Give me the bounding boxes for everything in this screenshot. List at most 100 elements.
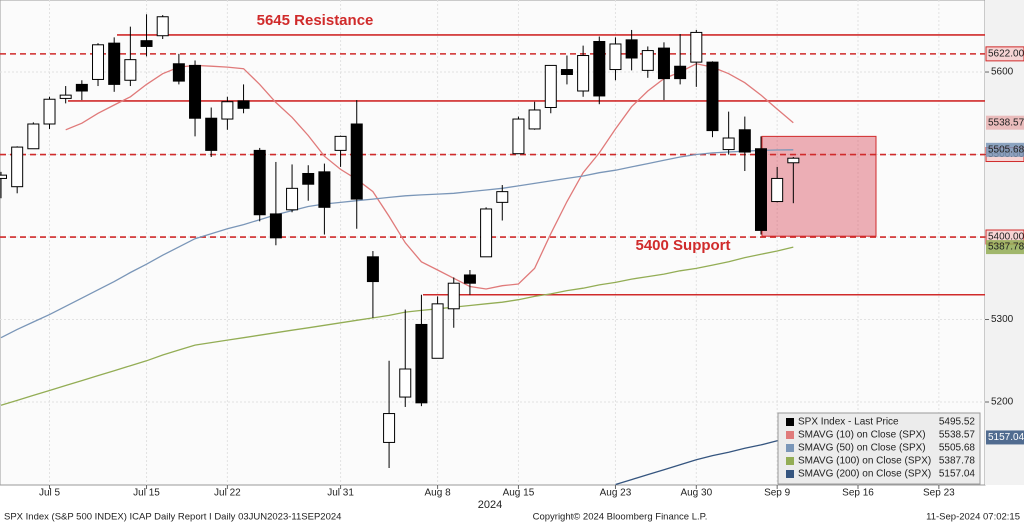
- candle-body: [383, 413, 396, 443]
- footer-center: Copyright© 2024 Bloomberg Finance L.P.: [533, 512, 708, 523]
- candle-body: [75, 83, 88, 92]
- candle-body: [593, 40, 606, 97]
- candle-body: [625, 39, 638, 59]
- value-tag: [986, 115, 1024, 130]
- y-tick-label: 5300: [991, 314, 1014, 325]
- candle-body: [205, 117, 218, 151]
- candle-body: [657, 47, 670, 80]
- candle-body: [124, 59, 137, 81]
- candle-body: [318, 171, 331, 208]
- x-tick-label: Jul 15: [133, 488, 160, 499]
- candle-body: [641, 50, 654, 71]
- x-tick-label: Aug 15: [503, 488, 535, 499]
- x-axis-year: 2024: [478, 499, 502, 511]
- candle-body: [0, 174, 7, 179]
- y-tick-label: 5600: [991, 67, 1014, 78]
- candle-body: [738, 129, 751, 153]
- candle-body: [189, 64, 202, 119]
- value-tag-label: 5157.04: [988, 432, 1024, 443]
- legend-swatch: [786, 444, 794, 452]
- candle-body: [27, 123, 40, 150]
- legend-label: SMAVG (10) on Close (SPX): [798, 430, 926, 441]
- ma-line: [65, 63, 794, 290]
- level-label: 5645 Resistance: [257, 12, 374, 29]
- candle-body: [674, 65, 687, 80]
- ma-line: [615, 436, 794, 485]
- candle-body: [156, 16, 169, 37]
- candle-body: [787, 157, 800, 164]
- candle-body: [334, 135, 347, 151]
- footer-left: SPX Index (S&P 500 INDEX) ICAP Daily Rep…: [4, 512, 341, 523]
- level-tag-label: 5400.00: [988, 232, 1024, 243]
- candle-body: [221, 101, 234, 120]
- legend-swatch: [786, 431, 794, 439]
- x-tick-label: Jul 5: [39, 488, 61, 499]
- x-tick-label: Sep 23: [923, 488, 955, 499]
- candle-body: [544, 64, 557, 108]
- legend-box: [777, 412, 981, 485]
- legend-swatch: [786, 457, 794, 465]
- candle-body: [609, 43, 622, 71]
- candle-body: [560, 69, 573, 75]
- candle-body: [512, 118, 525, 155]
- x-tick-label: Aug 8: [425, 488, 452, 499]
- y-tick-label: 5200: [991, 397, 1014, 408]
- candle-body: [140, 40, 153, 47]
- candle-body: [480, 208, 493, 258]
- candle-body: [92, 44, 105, 80]
- candle-body: [350, 123, 363, 200]
- legend-value: 5495.52: [939, 417, 976, 428]
- ma-line: [0, 149, 794, 339]
- x-tick-label: Aug 23: [600, 488, 632, 499]
- candle-body: [302, 172, 315, 185]
- x-tick-label: Sep 16: [842, 488, 874, 499]
- legend-swatch: [786, 470, 794, 478]
- legend-label: SMAVG (50) on Close (SPX): [798, 443, 926, 454]
- candle-body: [496, 191, 509, 203]
- candle-body: [286, 187, 299, 211]
- candle-body: [399, 368, 412, 398]
- value-tag: [986, 430, 1024, 445]
- candle-body: [528, 109, 541, 130]
- candle-body: [269, 213, 282, 239]
- candle-body: [415, 323, 428, 404]
- legend-value: 5538.57: [939, 430, 976, 441]
- candle-body: [366, 256, 379, 283]
- candle-body: [431, 303, 444, 359]
- candle-body: [706, 61, 719, 132]
- candle-body: [237, 100, 250, 109]
- value-tag-label: 5538.57: [988, 117, 1024, 128]
- x-tick-label: Jul 22: [214, 488, 241, 499]
- value-tag: [986, 142, 1024, 157]
- ma-line: [0, 246, 794, 406]
- level-tag: [985, 46, 1024, 62]
- candle-body: [253, 149, 266, 216]
- legend-value: 5387.78: [939, 456, 976, 467]
- legend-value: 5505.68: [939, 443, 976, 454]
- candle-body: [11, 146, 24, 188]
- legend-label: SMAVG (100) on Close (SPX): [798, 456, 931, 467]
- candle-body: [108, 42, 121, 85]
- legend-value: 5157.04: [939, 469, 976, 480]
- candle-body: [59, 94, 72, 99]
- x-tick-label: Sep 9: [764, 488, 791, 499]
- value-tag-label: 5387.78: [988, 242, 1024, 253]
- candle-body: [722, 137, 735, 151]
- plot-area: [0, 0, 986, 486]
- legend-label: SMAVG (200) on Close (SPX): [798, 469, 931, 480]
- level-tag-label: 5622.00: [988, 49, 1024, 60]
- level-label: 5400 Support: [635, 237, 730, 254]
- candle-body: [447, 282, 460, 310]
- candle-body: [577, 55, 590, 92]
- candle-body: [172, 63, 185, 82]
- legend-label: SPX Index - Last Price: [798, 417, 899, 428]
- candle-body: [771, 177, 784, 203]
- candle-body: [463, 274, 476, 284]
- value-tag-label: 5505.68: [988, 144, 1024, 155]
- footer-right: 11-Sep-2024 07:02:15: [926, 512, 1020, 523]
- x-tick-label: Aug 30: [680, 488, 712, 499]
- legend-swatch: [786, 418, 794, 426]
- candle-body: [43, 98, 56, 125]
- x-tick-label: Jul 31: [327, 488, 354, 499]
